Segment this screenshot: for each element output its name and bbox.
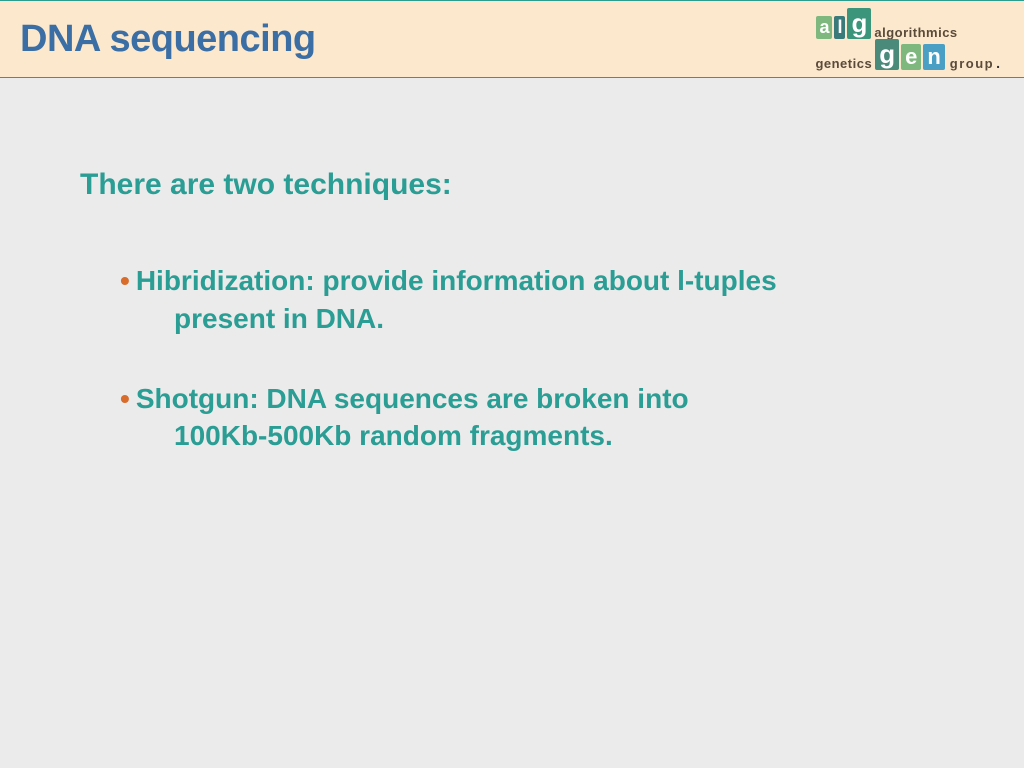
bullet-line2: 100Kb-500Kb random fragments. [120,417,944,455]
logo-letter-a: a [816,16,832,39]
logo-row-top: a l g algorithmics [815,7,957,40]
logo-row-bottom: genetics g e n group . [815,38,1000,71]
bullet-line1: Shotgun: DNA sequences are broken into [136,383,689,414]
alggen-logo: a l g algorithmics genetics g e n group … [815,7,1004,71]
logo-letter-g2: g [875,39,899,70]
slide: DNA sequencing a l g algorithmics geneti… [0,0,1024,768]
logo-dot: . [996,55,1000,71]
slide-body: There are two techniques: •Hibridization… [0,78,1024,768]
intro-text: There are two techniques: [80,168,944,202]
logo-letter-n: n [923,44,944,70]
logo-text-group: group [950,56,994,71]
bullet-item: •Hibridization: provide information abou… [120,262,944,338]
logo-text-genetics: genetics [815,56,872,71]
bullet-list: •Hibridization: provide information abou… [80,262,944,455]
bullet-line1: Hibridization: provide information about… [136,265,777,296]
logo-letter-g: g [847,8,871,39]
bullet-line2: present in DNA. [120,300,944,338]
bullet-item: •Shotgun: DNA sequences are broken into … [120,380,944,456]
bullet-dot-icon: • [120,265,130,296]
slide-header: DNA sequencing a l g algorithmics geneti… [0,0,1024,78]
bullet-dot-icon: • [120,383,130,414]
slide-title: DNA sequencing [20,18,316,61]
logo-letter-l: l [834,16,845,39]
logo-letter-e: e [901,44,921,70]
